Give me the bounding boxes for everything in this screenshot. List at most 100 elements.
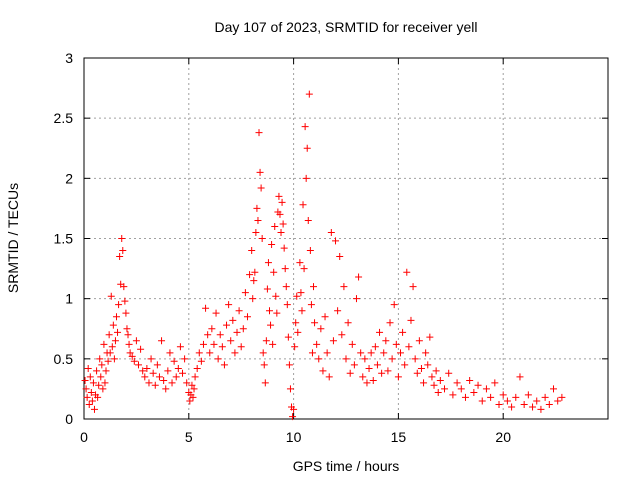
data-point	[307, 301, 315, 309]
data-point	[268, 241, 276, 249]
data-point	[396, 349, 404, 357]
data-point	[280, 244, 288, 252]
data-point	[181, 355, 189, 363]
data-point	[482, 385, 490, 393]
data-point	[158, 337, 166, 345]
data-point	[461, 393, 469, 401]
data-point	[541, 393, 549, 401]
data-point	[179, 369, 187, 377]
data-point	[342, 355, 350, 363]
data-point	[260, 361, 268, 369]
axis-ticks: 0 0.5 1 1.5 2 2.5 3 0 5 10 15 20	[54, 50, 608, 445]
data-point	[195, 349, 203, 357]
data-point	[249, 295, 257, 303]
data-point	[271, 222, 279, 230]
data-point	[137, 345, 145, 353]
data-point	[208, 325, 216, 333]
data-point	[273, 309, 281, 317]
data-point	[120, 283, 128, 291]
data-point	[112, 313, 120, 321]
data-point	[282, 283, 290, 291]
data-point	[434, 389, 442, 397]
data-point	[426, 333, 434, 341]
data-point	[305, 90, 313, 98]
data-point	[269, 340, 277, 348]
data-point	[415, 337, 423, 345]
data-point	[294, 328, 302, 336]
data-point	[227, 337, 235, 345]
data-point	[96, 355, 104, 363]
data-point	[352, 295, 360, 303]
data-point	[319, 367, 327, 375]
data-point	[417, 364, 425, 372]
x-tick-label: 15	[391, 429, 407, 445]
data-point	[276, 210, 284, 218]
data-point	[155, 373, 163, 381]
data-point	[310, 283, 318, 291]
data-point	[229, 316, 237, 324]
y-tick-label: 1	[65, 291, 73, 307]
data-point	[251, 268, 259, 276]
data-point	[123, 325, 131, 333]
x-axis-label: GPS time / hours	[293, 458, 400, 474]
data-point	[503, 397, 511, 405]
data-point	[139, 367, 147, 375]
data-point	[257, 184, 265, 192]
data-point	[130, 357, 138, 365]
data-point	[512, 393, 520, 401]
data-point	[235, 307, 243, 315]
data-point	[524, 391, 532, 399]
x-tick-label: 0	[80, 429, 88, 445]
x-tick-label: 20	[495, 429, 511, 445]
data-point	[361, 355, 369, 363]
y-tick-label: 2.5	[54, 110, 74, 126]
data-point	[253, 204, 261, 212]
data-point	[321, 313, 329, 321]
data-point	[376, 328, 384, 336]
data-point	[495, 401, 503, 409]
data-point	[191, 373, 199, 381]
data-point	[166, 349, 174, 357]
data-point	[380, 349, 388, 357]
data-point	[545, 401, 553, 409]
data-point	[174, 364, 182, 372]
data-point	[487, 393, 495, 401]
data-point	[367, 349, 375, 357]
data-point	[98, 361, 106, 369]
data-point	[190, 385, 198, 393]
data-point	[365, 364, 373, 372]
data-point	[394, 373, 402, 381]
data-point	[298, 307, 306, 315]
data-point	[436, 376, 444, 384]
data-point	[237, 343, 245, 351]
data-point	[355, 273, 363, 281]
data-point	[108, 343, 116, 351]
data-point	[193, 364, 201, 372]
data-point	[390, 301, 398, 309]
data-point	[392, 340, 400, 348]
data-point	[212, 309, 220, 317]
data-point	[350, 361, 358, 369]
data-point	[411, 355, 419, 363]
data-point	[558, 393, 566, 401]
data-point	[279, 220, 287, 228]
data-point	[95, 381, 103, 389]
data-point	[186, 397, 194, 405]
data-point	[172, 373, 180, 381]
data-point	[290, 405, 298, 413]
data-point	[143, 364, 151, 372]
data-point	[111, 337, 119, 345]
data-point	[121, 297, 129, 305]
data-point	[147, 355, 155, 363]
data-point	[317, 325, 325, 333]
data-point	[378, 369, 386, 377]
data-point	[106, 349, 114, 357]
data-point	[346, 369, 354, 377]
data-point	[115, 301, 123, 309]
data-point	[286, 385, 294, 393]
data-point	[261, 379, 269, 387]
data-point	[520, 401, 528, 409]
y-axis-label: SRMTID / TECUs	[5, 183, 21, 293]
data-point	[323, 349, 331, 357]
data-point	[145, 379, 153, 387]
